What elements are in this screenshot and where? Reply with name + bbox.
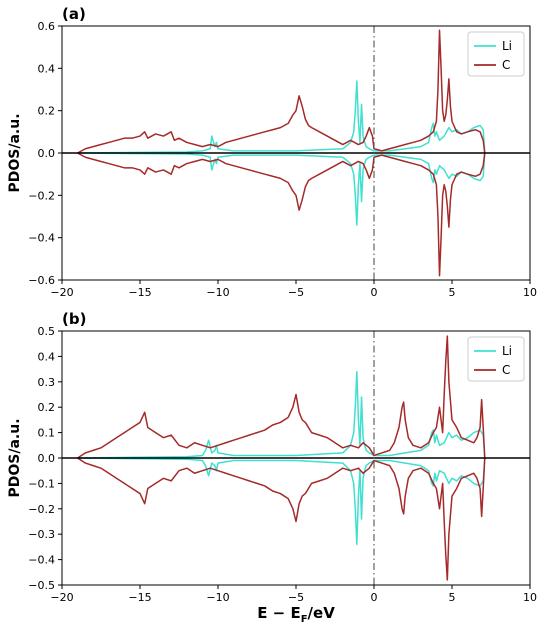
- panel-label: (a): [62, 5, 86, 23]
- x-tick-label: −15: [128, 286, 151, 299]
- y-tick-label: 0.5: [38, 325, 56, 338]
- x-tick-label: −5: [288, 591, 304, 604]
- x-tick-label: −10: [206, 591, 229, 604]
- series-li-down-line: [77, 152, 486, 226]
- y-tick-label: −0.4: [28, 554, 55, 567]
- y-tick-label: −0.5: [28, 579, 55, 592]
- plot-area: [62, 331, 530, 585]
- legend-label-c: C: [502, 363, 510, 377]
- y-tick-label: 0.2: [38, 401, 56, 414]
- series-li-up-line: [77, 370, 486, 459]
- legend-label-c: C: [502, 58, 510, 72]
- legend-label-li: Li: [502, 39, 512, 53]
- panel-a: −20 −15 −10 −5 0 5 10 −0.6 −0.4 −0.2 0.0 0.2 0.4 0.6 P…: [7, 5, 537, 299]
- y-axis-label: PDOS/a.u.: [7, 113, 23, 192]
- y-tick-label: 0.6: [38, 20, 56, 33]
- x-tick-label: 0: [371, 591, 378, 604]
- legend-box: [467, 336, 525, 382]
- plot-area: [62, 26, 530, 280]
- x-tick-label: −10: [206, 286, 229, 299]
- series-li-up-line: [77, 80, 486, 154]
- x-axis-label-main: E − E: [257, 604, 301, 622]
- y-tick-label: 0.3: [38, 376, 56, 389]
- x-tick-label: −5: [288, 286, 304, 299]
- y-tick-label: −0.6: [28, 274, 55, 287]
- y-tick-label: 0.1: [38, 427, 56, 440]
- series-c-up-line: [77, 29, 486, 154]
- x-axis-label: E − EF/eV: [257, 604, 335, 625]
- x-tick-label: −20: [50, 286, 73, 299]
- legend-label-li: Li: [502, 344, 512, 358]
- y-tick-label: 0.4: [38, 62, 56, 75]
- legend-box: [467, 31, 525, 77]
- x-tick-label: −20: [50, 591, 73, 604]
- x-axis-label-subscript: F: [301, 614, 308, 625]
- x-tick-label: 10: [523, 286, 537, 299]
- panel-b: −20 −15 −10 −5 0 5 10 −0.5 −0.4 −0.3 −0.2 −0.1 0.0 0.…: [7, 310, 537, 625]
- x-axis-label-tail: /eV: [308, 604, 336, 622]
- y-tick-label: −0.2: [28, 189, 55, 202]
- series-c-up-line: [77, 335, 486, 459]
- series-li-down-line: [77, 457, 486, 546]
- x-tick-label: 5: [449, 591, 456, 604]
- y-tick-label: 0.0: [38, 452, 56, 465]
- y-tick-label: 0.0: [38, 147, 56, 160]
- series-c-down-line: [77, 152, 486, 277]
- x-tick-label: −15: [128, 591, 151, 604]
- y-tick-label: 0.4: [38, 350, 56, 363]
- x-tick-label: 10: [523, 591, 537, 604]
- y-tick-label: −0.4: [28, 232, 55, 245]
- panel-label: (b): [62, 310, 86, 328]
- y-tick-label: −0.2: [28, 503, 55, 516]
- y-tick-label: −0.3: [28, 528, 55, 541]
- y-tick-label: 0.2: [38, 105, 56, 118]
- x-tick-label: 5: [449, 286, 456, 299]
- y-tick-label: −0.1: [28, 477, 55, 490]
- y-axis-label: PDOS/a.u.: [7, 418, 23, 497]
- x-tick-label: 0: [371, 286, 378, 299]
- series-c-down-line: [77, 457, 486, 581]
